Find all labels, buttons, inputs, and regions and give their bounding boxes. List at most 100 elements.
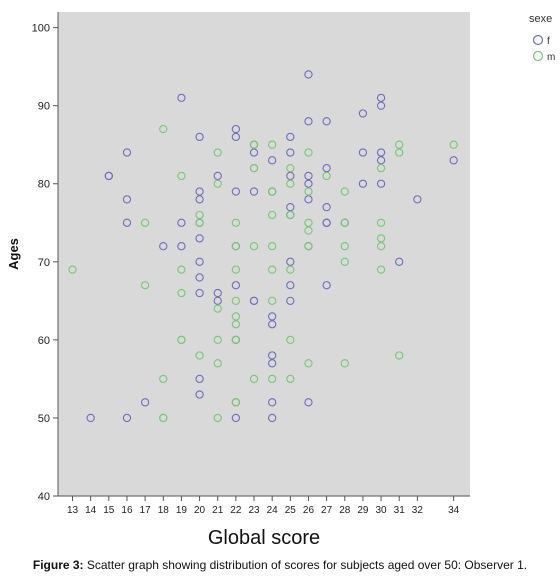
point-m [159,374,168,384]
point-m [268,140,277,149]
point-m [340,257,349,266]
point-f [231,132,241,142]
point-f [376,148,386,157]
point-m [213,359,222,368]
x-tick-label: 18 [158,505,170,516]
point-m [231,265,241,274]
point-f [286,148,295,157]
x-tick-label: 27 [321,505,333,516]
point-f [304,179,313,188]
point-f [213,171,222,181]
legend-title: sexe [529,13,552,25]
y-tick-label: 40 [38,491,50,503]
point-f [322,163,331,173]
y-tick-label: 60 [38,335,50,347]
point-f [322,117,331,126]
data-points [68,70,458,423]
point-m [231,312,241,321]
point-f [213,296,222,305]
x-tick-label: 22 [230,505,242,516]
point-f [231,124,241,134]
point-f [268,359,277,368]
point-m [159,124,168,134]
point-f [376,156,386,165]
point-m [195,351,204,360]
point-m [213,148,222,157]
point-m [268,265,277,274]
x-tick-label: 25 [285,505,297,516]
point-f [249,187,259,196]
point-f [177,93,186,103]
point-f [249,148,259,157]
point-f [286,203,295,212]
point-m [140,218,150,227]
point-m [177,265,186,274]
point-f [395,257,404,266]
point-f [104,171,113,181]
point-f [213,288,222,298]
legend-label-m: m [547,52,555,63]
point-m [249,163,259,173]
point-m [213,304,222,313]
x-tick-label: 20 [194,505,206,516]
point-m [231,320,241,329]
point-f [304,117,313,126]
point-f [231,281,241,290]
point-m [340,359,349,368]
point-m [286,374,295,384]
x-tick-label: 29 [357,505,369,516]
point-f [195,374,204,384]
point-m [376,234,386,243]
point-f [322,203,331,212]
plot-area [58,12,470,496]
point-m [376,265,386,274]
point-m [249,242,259,251]
point-m [213,335,222,345]
legend-marker-f [532,34,544,46]
point-m [177,171,186,181]
point-f [286,257,295,266]
point-f [231,413,241,423]
point-f [358,179,368,188]
point-m [286,265,295,274]
point-m [68,265,77,274]
x-tick-label: 34 [448,505,460,516]
point-m [376,242,386,251]
point-f [122,148,132,157]
point-m [322,171,331,181]
point-f [413,195,422,204]
point-m [340,187,349,196]
point-m [340,218,349,227]
point-m [177,288,186,298]
point-m [286,210,295,220]
x-tick-label: 17 [140,505,152,516]
point-m [395,148,404,157]
x-tick-label: 16 [121,505,133,516]
point-m [286,163,295,173]
point-f [122,195,132,204]
point-m [304,187,313,196]
point-f [268,312,277,321]
point-f [249,296,259,305]
x-axis-label: Global score [208,527,320,549]
caption-text: Scatter graph showing distribution of sc… [83,558,528,572]
x-tick-label: 23 [248,505,260,516]
point-f [195,187,204,196]
point-m [395,351,404,360]
point-f [322,281,331,290]
point-f [177,218,186,227]
point-f [195,390,204,399]
x-tick-label: 31 [394,505,406,516]
point-f [195,288,204,298]
x-tick-label: 19 [176,505,188,516]
caption-label: Figure 3: [32,558,84,572]
point-f [268,413,277,423]
point-f [268,351,277,360]
point-f [304,398,313,407]
point-f [231,187,241,196]
point-m [268,210,277,220]
point-m [376,218,386,227]
legend-marker-m [532,50,544,62]
y-tick-label: 70 [38,257,50,269]
legend: sexe fm [529,13,555,63]
